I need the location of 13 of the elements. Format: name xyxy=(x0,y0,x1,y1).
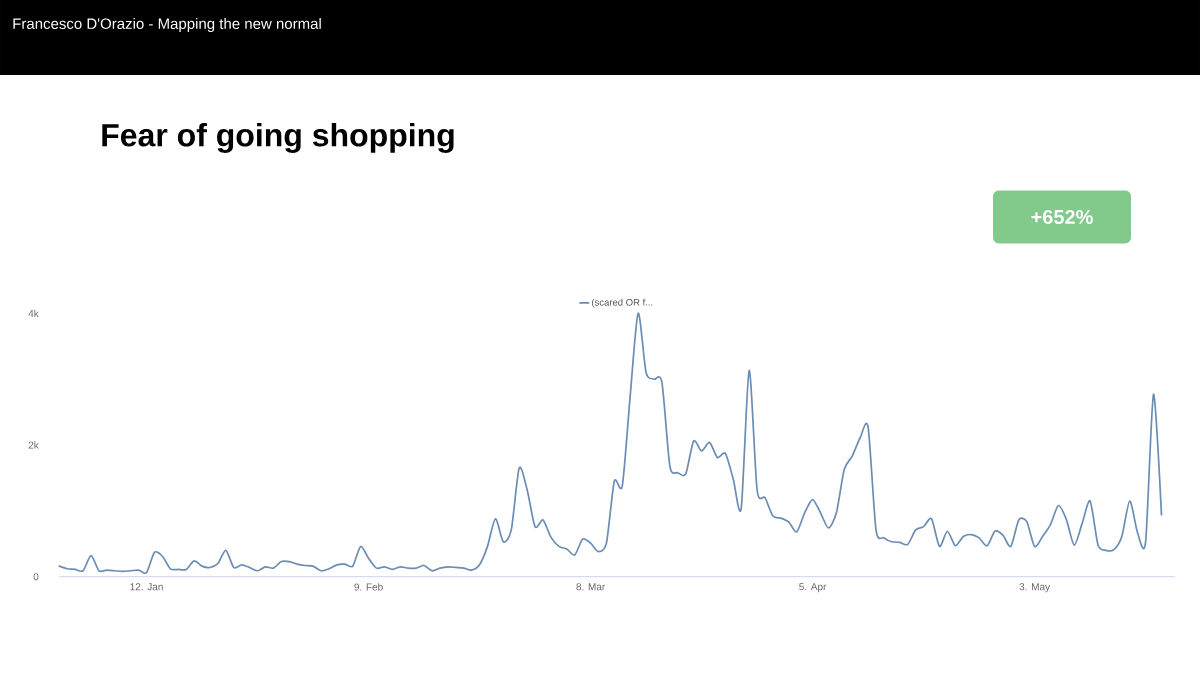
x-tick-label: 3. May xyxy=(1019,583,1051,593)
y-tick-label: 0 xyxy=(33,573,39,581)
y-tick-label: 4k xyxy=(28,309,39,317)
text: Francesco D'Orazio - Mapping the new normal xyxy=(13,18,321,32)
y-tick-label: 2k xyxy=(28,441,39,449)
line-series xyxy=(58,312,1163,574)
legend-label: (scared OR f... xyxy=(591,298,653,308)
x-tick-label: 5. Apr xyxy=(799,583,827,593)
text: +652% xyxy=(1031,209,1093,225)
x-tick-label: 8. Mar xyxy=(576,583,606,591)
chart-title: Fear of going shopping xyxy=(102,123,454,153)
x-tick-label: 9. Feb xyxy=(354,583,383,591)
x-tick-label: 12. Jan xyxy=(130,583,163,591)
